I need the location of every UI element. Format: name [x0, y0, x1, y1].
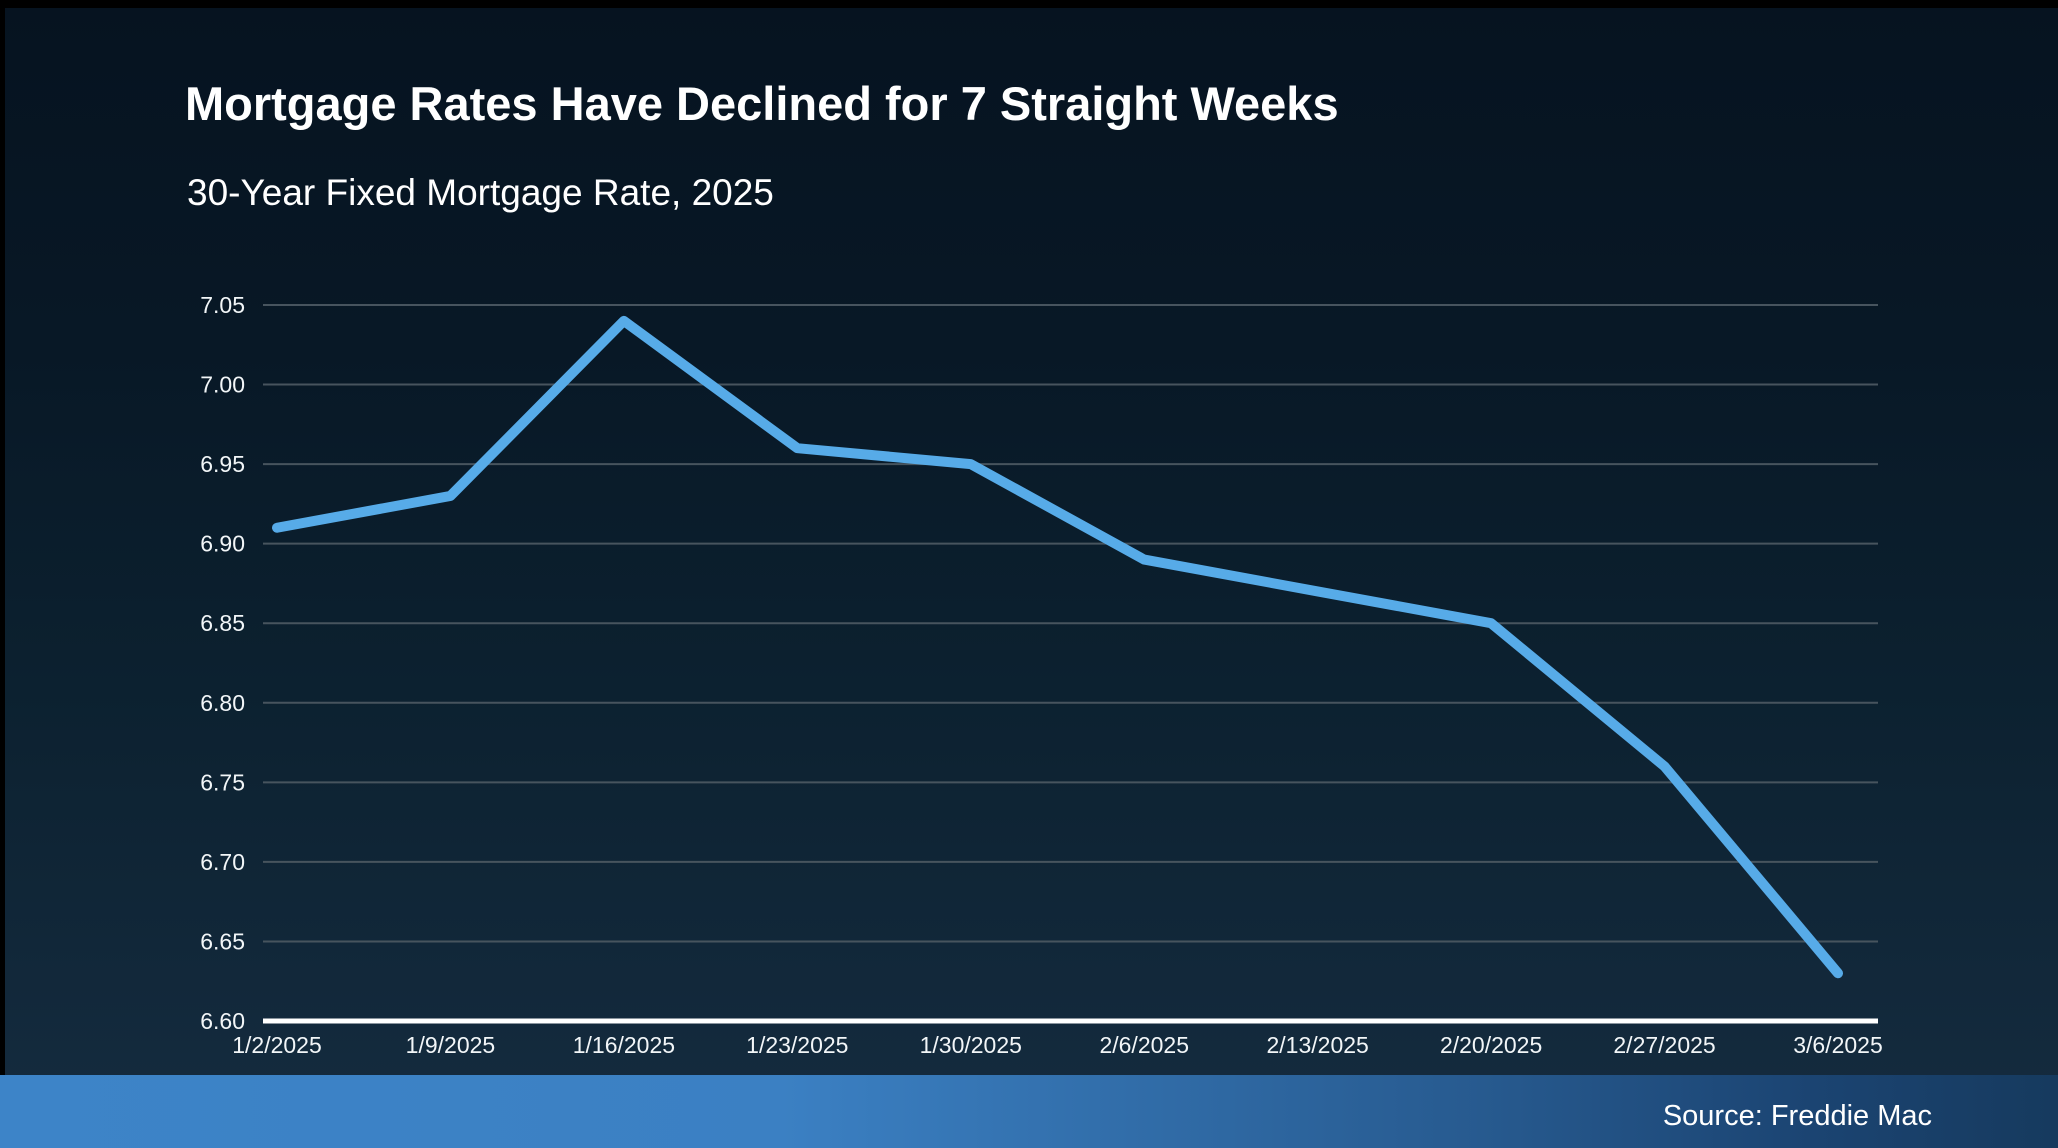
y-tick-label: 6.65: [200, 928, 245, 954]
y-tick-label: 6.60: [200, 1008, 245, 1034]
y-tick-label: 6.95: [200, 451, 245, 477]
y-tick-label: 6.75: [200, 769, 245, 795]
x-tick-label: 2/27/2025: [1613, 1032, 1715, 1058]
x-tick-label: 1/23/2025: [746, 1032, 848, 1058]
y-tick-label: 6.70: [200, 849, 245, 875]
y-tick-label: 6.90: [200, 531, 245, 557]
x-tick-label: 3/6/2025: [1793, 1032, 1883, 1058]
top-black-edge: [0, 0, 2058, 8]
y-tick-label: 7.05: [200, 292, 245, 318]
footer-bar: Source: Freddie Mac: [0, 1075, 2058, 1148]
page-title: Mortgage Rates Have Declined for 7 Strai…: [185, 77, 1339, 130]
source-attribution: Source: Freddie Mac: [1662, 1100, 1932, 1132]
x-tick-label: 2/20/2025: [1440, 1032, 1542, 1058]
left-black-edge: [0, 0, 5, 1148]
rate-line-series: [272, 315, 1843, 979]
y-tick-label: 6.80: [200, 690, 245, 716]
x-tick-label: 1/9/2025: [406, 1032, 496, 1058]
y-tick-label: 7.00: [200, 372, 245, 398]
chart-subtitle: 30-Year Fixed Mortgage Rate, 2025: [187, 172, 774, 213]
x-tick-label: 1/16/2025: [573, 1032, 675, 1058]
x-tick-label: 2/13/2025: [1267, 1032, 1369, 1058]
y-tick-label: 6.85: [200, 610, 245, 636]
x-tick-label: 2/6/2025: [1099, 1032, 1189, 1058]
x-tick-label: 1/30/2025: [920, 1032, 1022, 1058]
x-tick-label: 1/2/2025: [232, 1032, 322, 1058]
